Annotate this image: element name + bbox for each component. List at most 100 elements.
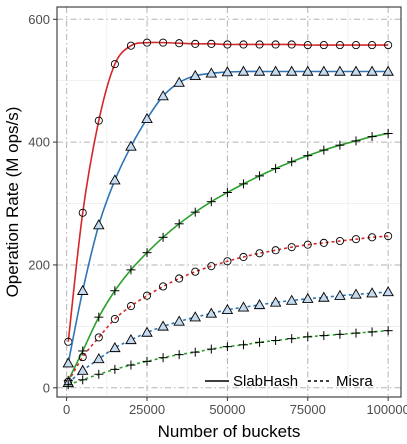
data-point-circle xyxy=(142,291,152,300)
data-point-triangle xyxy=(62,357,75,368)
data-point-circle xyxy=(223,40,232,49)
data-point-circle xyxy=(255,40,264,49)
data-point-triangle xyxy=(141,326,153,337)
data-point-circle xyxy=(368,41,377,50)
x-tick-label: 50000 xyxy=(209,402,245,417)
x-tick-label: 0 xyxy=(63,402,70,417)
data-point-circle xyxy=(287,243,296,252)
data-point-circle xyxy=(287,40,296,49)
data-point-triangle xyxy=(237,301,250,312)
data-point-triangle xyxy=(125,140,137,151)
data-point-triangle xyxy=(109,341,121,353)
data-point-circle xyxy=(94,333,103,342)
data-point-circle xyxy=(384,41,393,50)
data-point-triangle xyxy=(301,292,314,303)
axis-ticks: 0 25000 50000 75000 100000 0 200 400 600 xyxy=(28,12,407,417)
data-point-triangle xyxy=(93,353,105,364)
data-point-circle xyxy=(255,249,264,258)
data-point-circle xyxy=(271,40,280,49)
data-point-triangle xyxy=(366,65,378,76)
data-point-circle xyxy=(303,240,312,249)
x-tick-label: 25000 xyxy=(129,402,165,417)
data-point-triangle xyxy=(237,65,250,76)
data-point-triangle xyxy=(125,333,137,345)
data-point-circle xyxy=(191,39,200,48)
data-point-triangle xyxy=(76,284,89,295)
data-point-circle xyxy=(126,302,135,311)
data-point-triangle xyxy=(350,288,362,299)
data-point-triangle xyxy=(269,296,282,307)
data-point-circle xyxy=(239,40,248,49)
data-point-circle xyxy=(335,41,344,50)
data-point-triangle xyxy=(334,289,346,300)
data-point-triangle xyxy=(221,66,234,77)
data-point-triangle xyxy=(269,65,282,76)
data-point-triangle xyxy=(382,65,394,76)
data-point-circle xyxy=(384,232,393,241)
legend-label: Misra xyxy=(336,373,373,390)
data-point-circle xyxy=(207,262,216,271)
data-point-circle xyxy=(78,353,87,362)
legend: SlabHash Misra xyxy=(205,373,373,390)
data-point-triangle xyxy=(334,65,346,76)
data-point-circle xyxy=(126,41,135,50)
series-5 xyxy=(63,326,393,390)
data-point-triangle xyxy=(157,320,169,331)
plot-frame xyxy=(56,6,402,398)
data-point-circle xyxy=(303,41,312,50)
data-point-circle xyxy=(110,314,119,324)
data-point-circle xyxy=(207,39,216,48)
data-point-triangle xyxy=(93,219,105,230)
data-point-triangle xyxy=(173,76,185,87)
data-point-circle xyxy=(78,208,87,217)
series-1 xyxy=(62,65,394,368)
data-point-triangle xyxy=(253,298,266,310)
data-point-circle xyxy=(351,41,361,50)
series-line xyxy=(67,235,389,383)
data-point-triangle xyxy=(318,291,330,302)
y-tick-label: 0 xyxy=(43,380,50,395)
data-point-triangle xyxy=(205,307,218,318)
data-point-triangle xyxy=(205,67,218,78)
data-point-triangle xyxy=(285,65,298,76)
data-point-circle xyxy=(159,38,168,47)
series-layer xyxy=(62,38,394,390)
data-point-circle xyxy=(319,41,328,50)
data-point-circle xyxy=(159,282,168,291)
series-2 xyxy=(63,129,393,385)
data-point-circle xyxy=(351,235,361,244)
data-point-triangle xyxy=(173,315,185,326)
data-point-triangle xyxy=(301,65,314,76)
data-point-triangle xyxy=(189,69,202,80)
data-point-triangle xyxy=(76,364,89,375)
data-point-circle xyxy=(94,116,103,125)
x-tick-label: 100000 xyxy=(366,402,407,417)
data-point-circle xyxy=(191,267,200,276)
y-axis-title: Operation Rate (M ops/s) xyxy=(3,107,22,298)
series-3 xyxy=(64,232,393,386)
data-point-circle xyxy=(142,38,152,47)
data-point-triangle xyxy=(157,90,169,101)
data-point-triangle xyxy=(382,286,394,297)
data-point-circle xyxy=(110,60,119,69)
data-point-circle xyxy=(223,257,232,266)
legend-label: SlabHash xyxy=(233,373,298,390)
x-tick-label: 75000 xyxy=(290,402,326,417)
data-point-triangle xyxy=(141,112,153,123)
x-axis-title: Number of buckets xyxy=(158,422,301,441)
data-point-circle xyxy=(175,274,184,283)
data-point-circle xyxy=(319,238,328,247)
data-point-circle xyxy=(271,246,280,255)
y-tick-label: 400 xyxy=(28,135,50,150)
data-point-triangle xyxy=(253,65,266,76)
data-point-triangle xyxy=(221,303,234,314)
data-point-circle xyxy=(335,236,344,246)
y-tick-label: 200 xyxy=(28,257,50,272)
data-point-triangle xyxy=(350,65,362,76)
data-point-triangle xyxy=(189,311,202,322)
data-point-circle xyxy=(368,233,377,242)
y-tick-label: 600 xyxy=(28,12,50,27)
data-point-triangle xyxy=(285,294,298,305)
data-point-triangle xyxy=(318,65,330,76)
